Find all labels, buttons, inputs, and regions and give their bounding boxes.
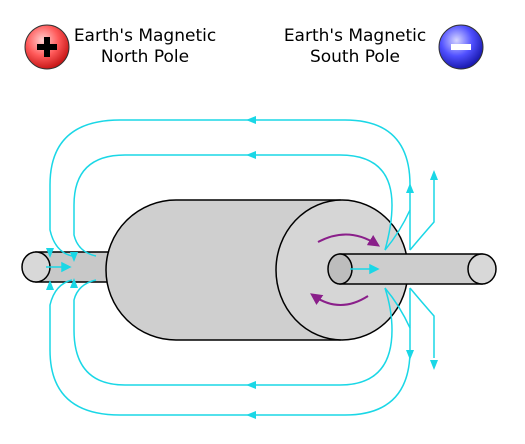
field-line-right-lower-inner	[384, 287, 411, 329]
plus-circle-icon	[24, 24, 70, 70]
field-line-lower-inner	[73, 279, 393, 386]
south-pole-label-line1: Earth's Magnetic	[283, 26, 427, 46]
field-line-right-lower	[409, 287, 435, 358]
cylinder-body	[105, 199, 409, 341]
field-line-lower-outer	[49, 279, 411, 416]
field-line-upper-inner	[73, 154, 393, 257]
north-pole-label-line2: North Pole	[100, 47, 190, 67]
rotation-arrows	[310, 233, 381, 306]
north-pole-label-line1: Earth's Magnetic	[73, 26, 217, 46]
field-line-right-upper-inner	[384, 209, 411, 251]
field-line-right-upper	[409, 180, 435, 251]
field-lines	[49, 119, 435, 416]
north-pole-label: Earth's Magnetic North Pole	[70, 26, 220, 68]
rotation-arrow-bottom	[310, 293, 369, 306]
minus-circle-icon	[438, 24, 484, 70]
field-direction-arrows	[46, 116, 438, 419]
rotation-arrow-top	[317, 233, 381, 247]
south-pole-label: Earth's Magnetic South Pole	[280, 26, 430, 68]
field-line-upper-outer	[49, 119, 411, 257]
axial-arrows	[46, 261, 380, 275]
south-pole-label-line2: South Pole	[309, 47, 401, 67]
